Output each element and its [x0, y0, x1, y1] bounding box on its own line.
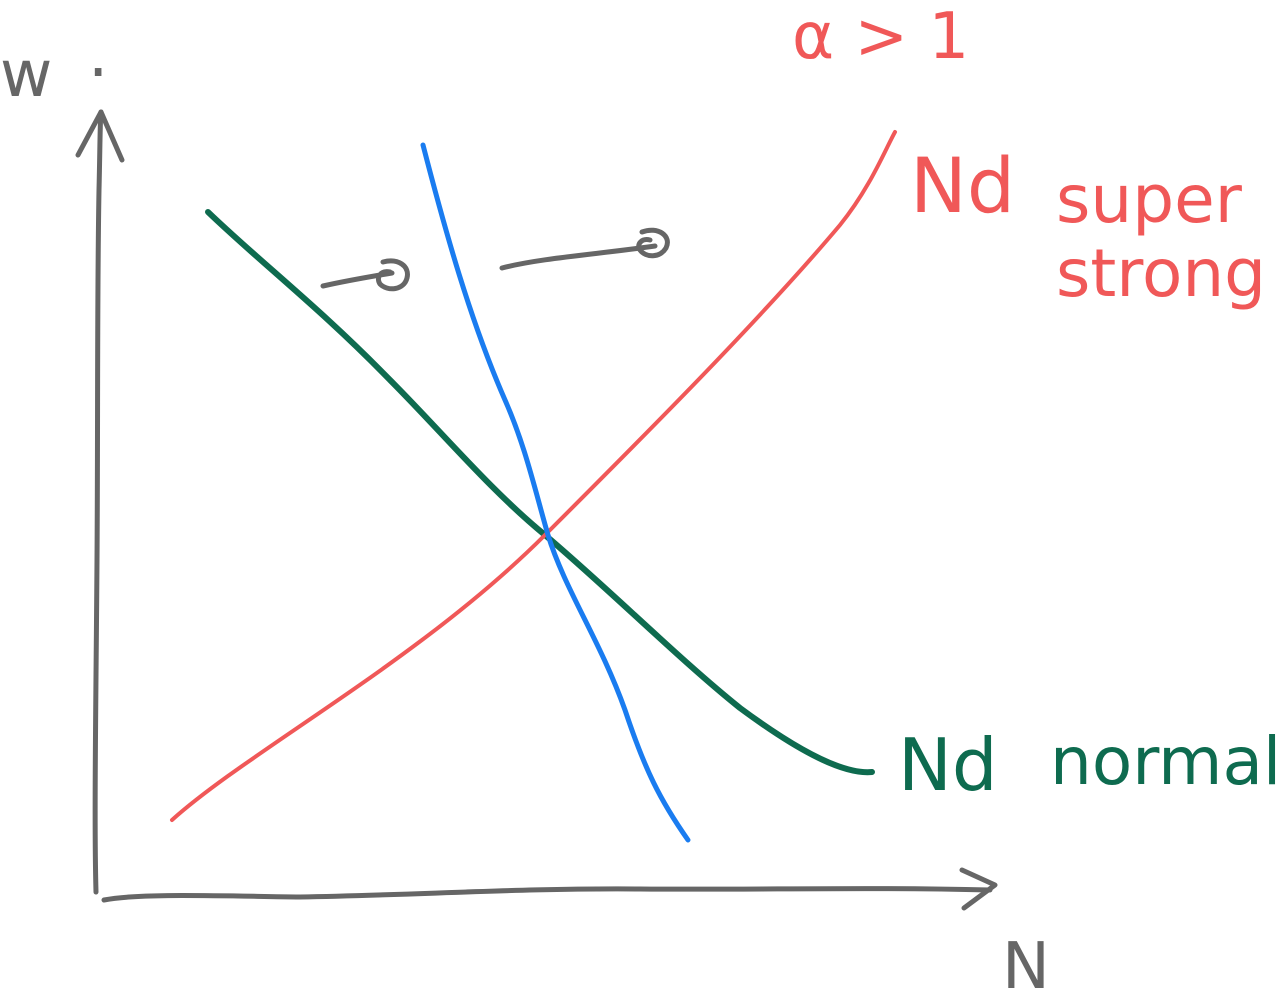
- green-curve: [205, 209, 875, 776]
- x-axis-arrowhead: [959, 867, 998, 911]
- red-curve-label: Nd: [910, 141, 1015, 230]
- axes: [75, 109, 998, 911]
- y-axis-line: [92, 109, 104, 895]
- green-curve-note: normal: [1050, 723, 1276, 800]
- y-axis-mark: .: [88, 18, 108, 92]
- green-curve-label: Nd: [898, 723, 998, 807]
- red-curve: [170, 130, 897, 822]
- red-curve-note-line2: strong: [1056, 235, 1266, 312]
- right-shift-arrowhead-icon: [636, 227, 670, 259]
- alpha-condition-label: α > 1: [792, 0, 969, 74]
- left-shift-arrowhead-icon: [375, 258, 410, 292]
- shift-arrows: [320, 227, 670, 292]
- y-axis-label: w: [0, 38, 52, 112]
- x-axis-line: [101, 886, 993, 903]
- curves: [170, 130, 897, 843]
- blue-curve: [420, 142, 691, 843]
- red-curve-note-line1: super: [1056, 161, 1243, 238]
- x-axis-label: N: [1002, 930, 1050, 999]
- right-shift-arrow: [499, 243, 658, 271]
- y-axis-arrowhead: [75, 109, 125, 163]
